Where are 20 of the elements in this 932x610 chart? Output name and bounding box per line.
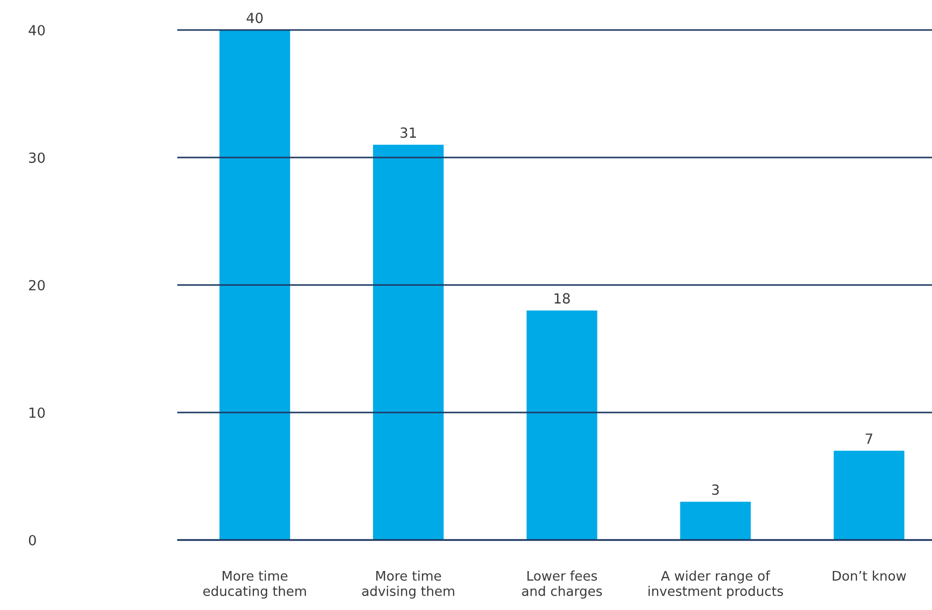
x-tick-label: More time advising them (362, 570, 454, 599)
y-tick-label: 40 (28, 24, 45, 36)
bar (219, 30, 290, 540)
data-label: 3 (712, 484, 719, 495)
x-tick-label: A wider range of investment products (648, 570, 783, 599)
y-tick-label: 20 (29, 280, 45, 290)
bar (373, 144, 444, 540)
data-label: 18 (554, 293, 570, 304)
x-tick-label: Lower fees and charges (522, 570, 602, 599)
y-tick-label: 0 (28, 534, 36, 546)
bar (834, 450, 904, 540)
bar (526, 310, 598, 540)
data-label: 7 (866, 434, 872, 444)
y-tick-label: 30 (29, 152, 45, 163)
x-tick-label: Don’t know (832, 570, 906, 581)
x-tick-label: More time educating them (203, 570, 306, 599)
data-label: 40 (246, 12, 263, 24)
y-tick-label: 10 (30, 407, 45, 418)
data-label: 31 (400, 127, 416, 138)
bar (680, 502, 751, 540)
